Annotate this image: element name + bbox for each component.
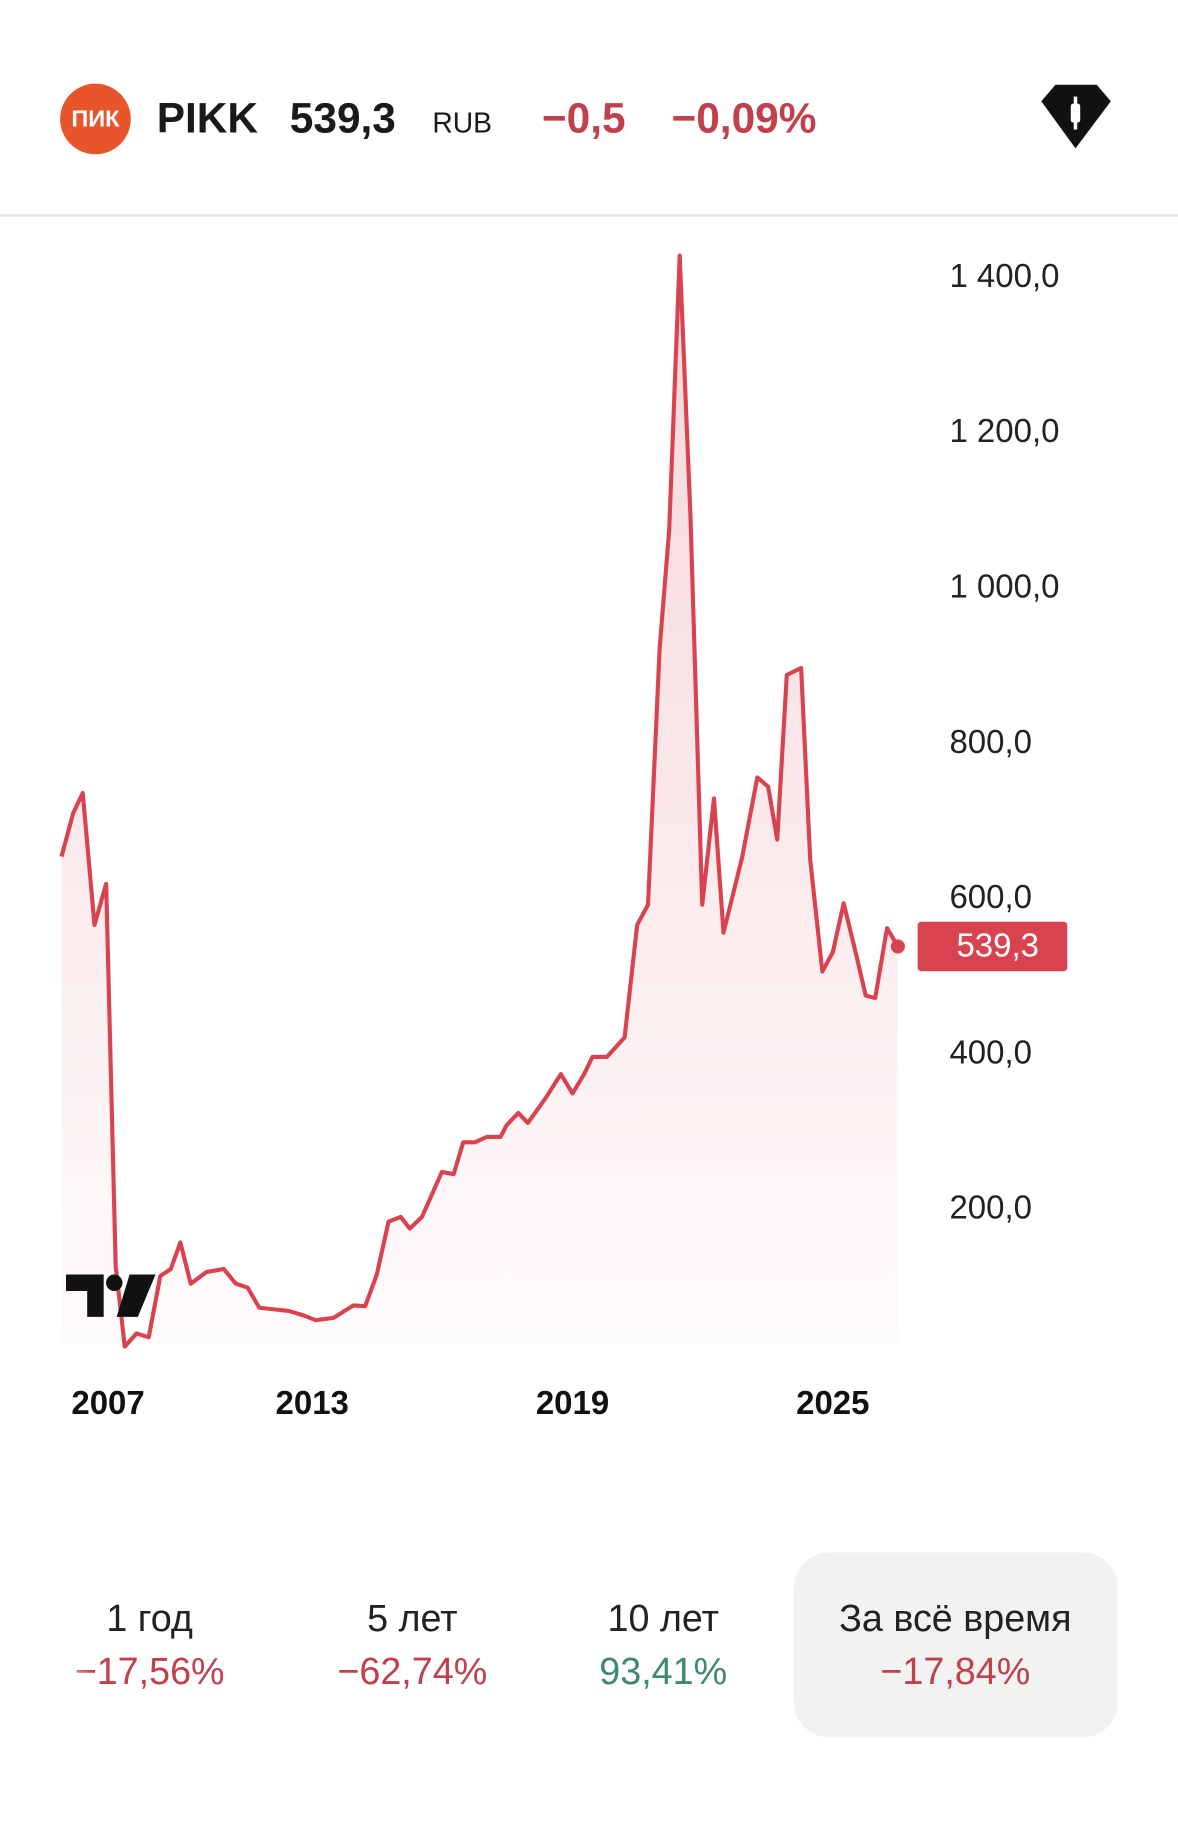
period-tabs: 1 год −17,56% 5 лет −62,74% 10 лет 93,41% За в… <box>75 1597 1072 1692</box>
price: 539,3 <box>290 95 396 142</box>
currency: RUB <box>432 106 492 138</box>
y-tick-label: 1 000,0 <box>949 567 1059 604</box>
selected-tab-bg <box>793 1552 1118 1738</box>
fade <box>47 1643 95 1703</box>
y-tick-label: 1 200,0 <box>949 412 1059 449</box>
last-price-box <box>917 921 1068 972</box>
y-tick-label: 1 400,0 <box>949 257 1059 294</box>
x-tick-label: 2007 <box>71 1384 144 1421</box>
x-tick-label: 2025 <box>796 1384 869 1421</box>
x-tick-label: 2013 <box>276 1384 349 1421</box>
period-label[interactable]: 5 лет <box>367 1597 457 1639</box>
period-label[interactable]: 10 лет <box>608 1597 719 1639</box>
last-point <box>890 939 905 954</box>
period-change[interactable]: −17,84% <box>880 1650 1030 1692</box>
y-tick-label: 800,0 <box>949 723 1032 760</box>
alert-icon[interactable] <box>1041 84 1111 149</box>
logo <box>60 83 131 155</box>
period-label[interactable]: 1 год <box>106 1597 192 1639</box>
x-tick-label: 2019 <box>536 1384 609 1421</box>
change: −0,5 <box>542 95 626 142</box>
tradingview-logo <box>65 1274 156 1317</box>
period-change[interactable]: −17,56% <box>75 1650 225 1692</box>
period-change[interactable]: 93,41% <box>599 1650 727 1692</box>
y-tick-label: 200,0 <box>949 1189 1032 1226</box>
last-price-label: 539,3 <box>956 926 1039 963</box>
y-tick-label: 400,0 <box>949 1033 1032 1070</box>
chart: 200,0 400,0 600,0 800,0 1 000,0 1 200,0 1 400,… <box>59 253 1068 1421</box>
logo-text: ПИК <box>71 105 120 131</box>
period-label[interactable]: За всё время <box>839 1597 1071 1639</box>
period-change[interactable]: −62,74% <box>337 1650 487 1692</box>
ticker: PIKK <box>157 95 259 142</box>
price-line <box>59 253 900 1349</box>
y-tick-label: 600,0 <box>949 878 1032 915</box>
change-pct: −0,09% <box>671 95 816 142</box>
area <box>61 255 898 1347</box>
